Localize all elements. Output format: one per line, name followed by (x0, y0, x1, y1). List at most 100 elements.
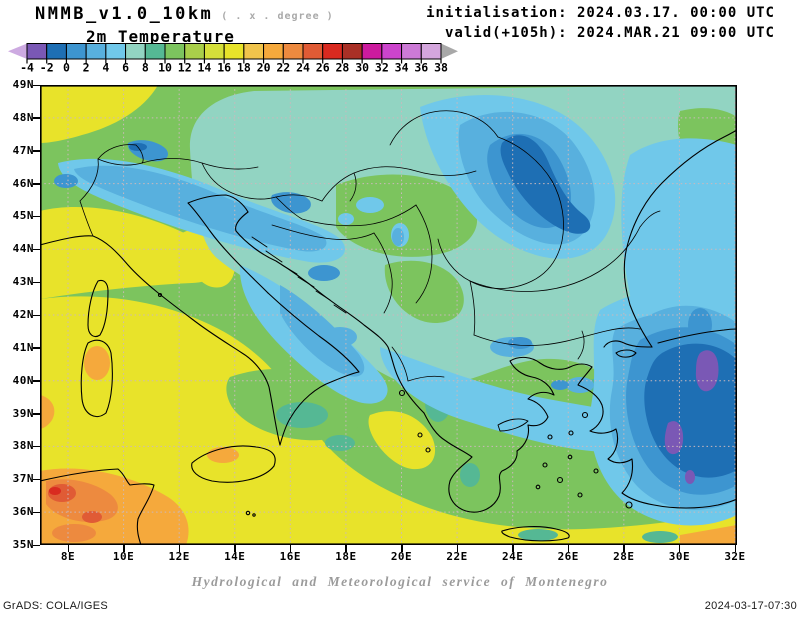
lon-tick (234, 545, 236, 552)
lat-tick (33, 445, 40, 448)
colorbar-tick-label: 0 (63, 61, 70, 75)
lon-label: 30E (668, 550, 691, 563)
lat-label: 38N (12, 439, 34, 453)
lon-label: 32E (724, 550, 746, 563)
colorbar-segment (46, 43, 67, 60)
colorbar-tick-label: 2 (83, 61, 90, 75)
colorbar-tick-label: 36 (414, 61, 428, 75)
colorbar-tick-label: 24 (296, 61, 310, 75)
lon-label: 14E (224, 550, 246, 563)
lat-label: 47N (12, 143, 34, 157)
lon-label: 18E (335, 550, 357, 563)
colorbar-tick-label: 8 (142, 61, 149, 75)
colorbar-segment (341, 43, 363, 60)
colorbar-tick-label: 6 (122, 61, 129, 75)
lat-tick (33, 84, 40, 86)
colorbar-tick-label: 22 (276, 61, 290, 75)
lon-label: 26E (557, 550, 579, 563)
colorbar-segment (105, 43, 127, 60)
colorbar-segment (125, 43, 146, 60)
colorbar-tick-label: -2 (40, 61, 54, 75)
colorbar-tick-label: 38 (434, 61, 448, 75)
lon-tick (567, 545, 570, 552)
colorbar-segment (401, 43, 422, 60)
lat-tick (33, 150, 40, 152)
colorbar-tick-label: 16 (217, 61, 231, 75)
colorbar-segment (420, 43, 442, 60)
colorbar-tick-label: 4 (102, 61, 109, 75)
lat-tick (33, 544, 40, 546)
lat-label: 46N (12, 176, 34, 190)
lon-tick (512, 545, 514, 552)
lat-label: 41N (12, 340, 34, 354)
lat-label: 42N (12, 308, 34, 321)
lat-tick (33, 478, 40, 481)
lat-label: 36N (12, 505, 34, 519)
lon-tick (67, 545, 69, 552)
colorbar-tick-label: 18 (237, 61, 251, 75)
lon-tick (345, 545, 347, 552)
colorbar-tick-label: 32 (375, 61, 389, 75)
lat-tick (33, 314, 40, 316)
lat-tick (33, 215, 40, 218)
lon-tick (456, 545, 459, 552)
forecast-times: initialisation: 2024.03.17. 00:00 UTC va… (426, 3, 775, 43)
lat-tick (33, 248, 40, 251)
lat-label: 43N (12, 275, 34, 289)
colorbar-segment (263, 43, 284, 60)
lat-label: 40N (12, 373, 34, 387)
lat-label: 49N (12, 78, 34, 91)
lon-label: 16E (279, 550, 302, 563)
colorbar-segment (223, 43, 245, 60)
lon-tick (678, 545, 681, 552)
colorbar-right-arrow (441, 43, 458, 59)
grads-credit: GrADS: COLA/IGES (3, 600, 109, 612)
lon-tick (289, 545, 292, 552)
lat-label: 35N (12, 538, 34, 551)
colorbar-left-arrow (8, 43, 27, 59)
coastlines (39, 129, 738, 546)
lat-label: 48N (12, 110, 34, 124)
temperature-colorbar: -4 -2 0 2 4 6 8 10 12 14 16 18 20 22 24 26 28 30 32 34 36 38 (8, 43, 458, 75)
colorbar-segment (381, 43, 403, 60)
lat-tick (33, 347, 40, 349)
lat-tick (33, 380, 40, 382)
colorbar-tick-label: 20 (257, 61, 271, 75)
map-area (39, 85, 738, 546)
colorbar-tick-label: 34 (395, 61, 409, 75)
colorbar-tick-label: -4 (20, 61, 34, 75)
service-attribution: Hydrological and Meteorological service … (191, 574, 609, 589)
lat-label: 45N (12, 209, 34, 223)
colorbar-segment (203, 43, 225, 60)
map-frame (40, 85, 738, 545)
title-line: NMMB_v1.0_10km ( . x . degree ) (35, 4, 334, 24)
lon-label: 24E (501, 550, 524, 563)
lat-tick (33, 511, 40, 514)
colorbar-segment (282, 43, 304, 60)
lon-label: 22E (446, 550, 468, 563)
lat-tick (33, 117, 40, 119)
colorbar-segment (26, 43, 48, 60)
lon-tick (734, 545, 736, 552)
colorbar-tick-label: 28 (335, 61, 349, 75)
colorbar-segment (322, 43, 343, 60)
model-title: NMMB_v1.0_10km (35, 4, 214, 24)
lat-tick (33, 413, 40, 415)
lon-label: 20E (390, 550, 413, 563)
colorbar-segment (85, 43, 107, 60)
lon-tick (623, 545, 625, 552)
lat-tick (33, 183, 40, 185)
variable-title: 2m Temperature (86, 27, 235, 46)
colorbar-segment (302, 43, 324, 60)
colorbar-tick-label: 26 (316, 61, 330, 75)
model-note: ( . x . degree ) (221, 11, 334, 22)
colorbar-tick-label: 12 (178, 61, 192, 75)
temperature-map (39, 85, 738, 546)
lon-label: 8E (60, 550, 76, 563)
colorbar-segment (361, 43, 383, 60)
lon-tick (401, 545, 403, 552)
colorbar-tick-label: 14 (197, 61, 211, 75)
colorbar-segment (164, 43, 186, 60)
lon-label: 12E (168, 550, 190, 563)
